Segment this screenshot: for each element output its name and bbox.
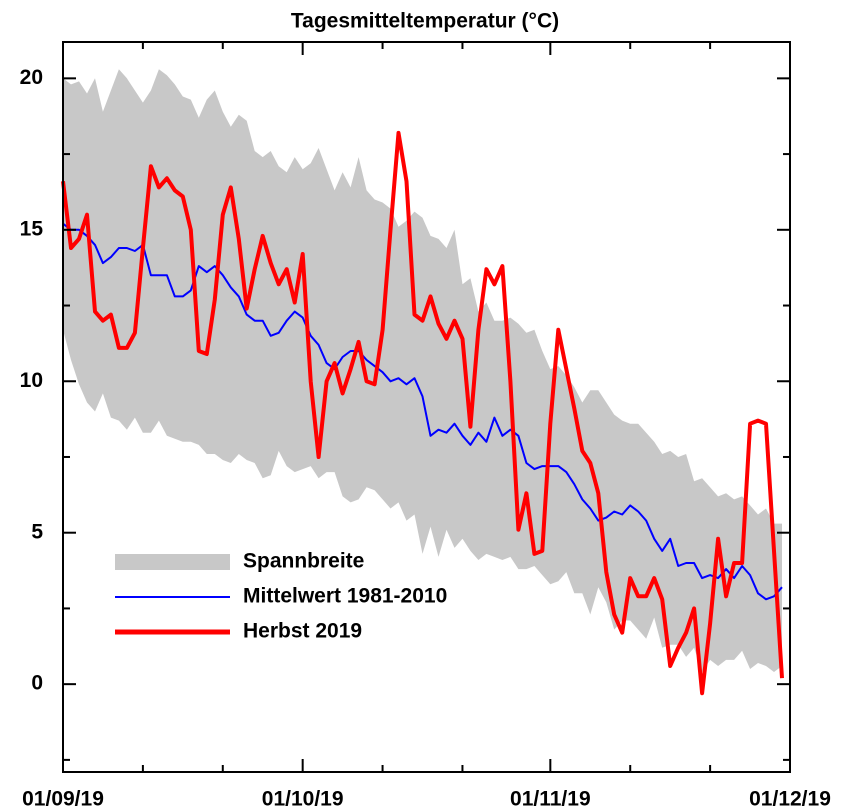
legend-label: Spannbreite [243,550,364,573]
x-tick-label: 01/11/19 [510,788,591,811]
plot-frame [62,41,791,773]
y-tick-label: 10 [20,369,43,392]
series-line [61,130,784,696]
y-tick-label: 5 [31,520,43,543]
chart-title: Tagesmitteltemperatur (°C) [291,10,559,33]
legend-label: Mittelwert 1981-2010 [243,585,447,608]
y-tick-label: 0 [31,672,43,695]
legend-label: Herbst 2019 [243,620,362,643]
range-area [63,69,782,673]
x-tick-label: 01/09/19 [22,788,104,811]
x-tick-label: 01/10/19 [262,788,344,811]
series-line [62,222,783,601]
y-tick-label: 20 [20,66,43,89]
x-tick-label: 01/12/19 [749,788,831,811]
y-tick-label: 15 [20,217,44,240]
